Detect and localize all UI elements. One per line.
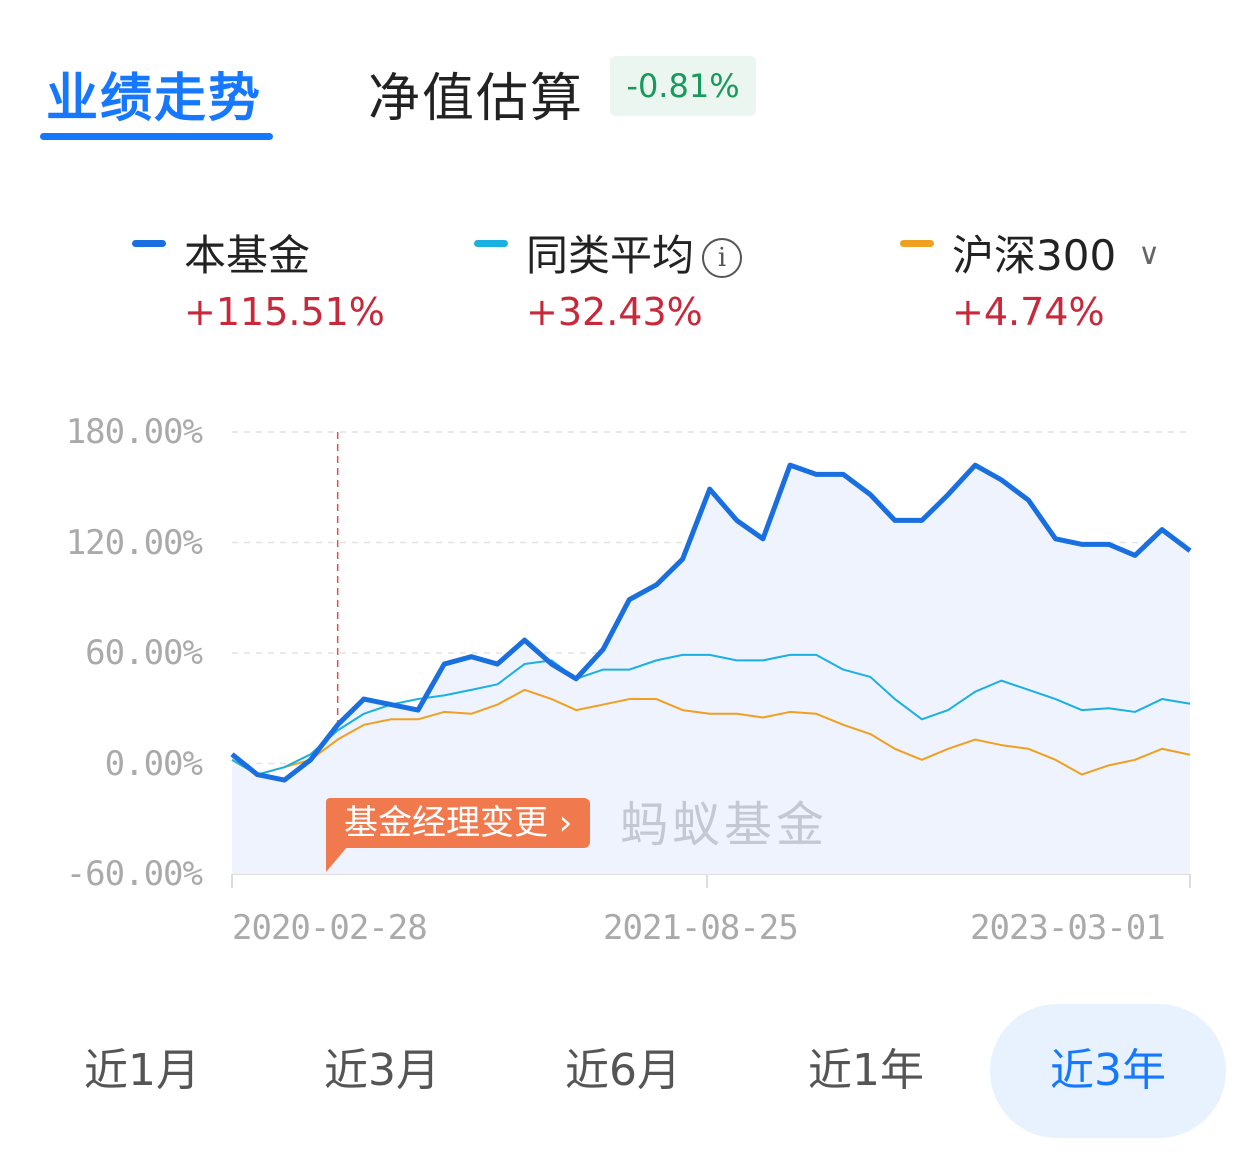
y-tick-label: 180.00% [65, 412, 203, 452]
legend-value: +32.43% [526, 290, 703, 334]
chevron-down-icon[interactable]: ∨ [1138, 237, 1161, 272]
x-tick-label: 2020-02-28 [232, 908, 428, 948]
legend-swatch [474, 240, 508, 247]
legend-name: 本基金 [184, 231, 311, 280]
tab-nav-estimate[interactable]: 净值估算 [368, 69, 585, 129]
estimate-badge: -0.81% [610, 56, 756, 116]
performance-chart[interactable] [0, 0, 1258, 1000]
period-1-year[interactable]: 近1年 [808, 1045, 924, 1096]
manager-change-annotation[interactable]: 基金经理变更 › [326, 798, 591, 848]
period-3-years[interactable]: 近3年 [990, 1004, 1226, 1138]
period-3-months[interactable]: 近3月 [324, 1045, 440, 1096]
legend-name: 同类平均 i [526, 222, 743, 283]
fund-area-fill [232, 465, 1190, 874]
y-tick-label: 120.00% [65, 523, 203, 563]
period-1-month[interactable]: 近1月 [84, 1045, 200, 1096]
legend-swatch [900, 240, 934, 247]
legend-name-text: 沪深300 [952, 231, 1117, 280]
tab-performance[interactable]: 业绩走势 [46, 69, 263, 129]
legend-value: +115.51% [184, 290, 385, 334]
y-tick-label: 0.00% [104, 744, 203, 784]
y-tick-label: -60.00% [65, 854, 203, 894]
active-tab-indicator [40, 133, 273, 140]
legend-value: +4.74% [952, 290, 1105, 334]
x-tick-label: 2021-08-25 [603, 908, 799, 948]
watermark: 蚂蚁基金 [620, 797, 829, 853]
legend-name: 沪深300 ∨ [952, 222, 1160, 283]
x-tick-label: 2023-03-01 [970, 908, 1166, 948]
y-tick-label: 60.00% [85, 633, 203, 673]
period-6-months[interactable]: 近6月 [565, 1045, 681, 1096]
legend-swatch [132, 240, 166, 247]
info-icon[interactable]: i [702, 238, 743, 278]
legend-name-text: 同类平均 [526, 231, 695, 280]
annotation-pointer [326, 846, 348, 872]
